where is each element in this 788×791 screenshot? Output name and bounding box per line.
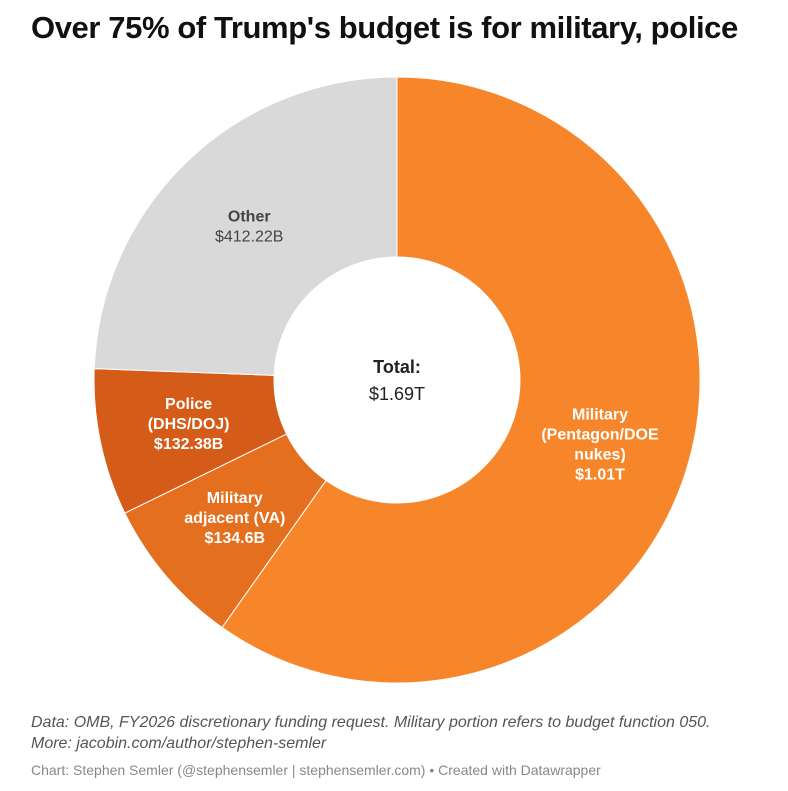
slice-value-label: $132.38B <box>154 436 223 453</box>
center-value: $1.69T <box>369 384 425 404</box>
slice-label-0: Military (Pentagon/DOE nukes) $1.01T <box>541 406 659 483</box>
labels-group: Military (Pentagon/DOE nukes) $1.01TMilitar… <box>148 209 659 547</box>
slice-label-1: Military adjacent (VA) $134.6B <box>184 490 285 547</box>
slice-0 <box>221 76 701 684</box>
slice-category-label: adjacent (VA) <box>184 510 285 527</box>
source-notes: Data: OMB, FY2026 discretionary funding … <box>31 712 710 754</box>
slice-value-label: $412.22B <box>215 229 284 246</box>
slice-value-label: $134.6B <box>205 530 266 547</box>
more-link-line[interactable]: More: jacobin.com/author/stephen-semler <box>31 735 327 752</box>
slice-category-label: (Pentagon/DOE <box>541 426 659 443</box>
slice-category-label: Military <box>207 490 263 507</box>
slices-group <box>93 76 701 684</box>
slice-category-label: (DHS/DOJ) <box>148 416 230 433</box>
center-label-group: Total: $1.69T <box>369 357 425 404</box>
chart-credit: Chart: Stephen Semler (@stephensemler | … <box>31 762 601 778</box>
slice-label-2: Police (DHS/DOJ) $132.38B <box>148 396 230 453</box>
center-label: Total: <box>373 357 421 377</box>
slice-category-label: Other <box>228 209 271 226</box>
slice-category-label: nukes) <box>574 446 626 463</box>
slice-3 <box>93 76 398 376</box>
slice-category-label: Police <box>165 396 212 413</box>
donut-chart: Military (Pentagon/DOE nukes) $1.01TMilitar… <box>93 76 701 684</box>
slice-value-label: $1.01T <box>575 466 625 483</box>
slice-label-3: Other $412.22B <box>215 209 284 246</box>
slice-category-label: Military <box>572 406 628 423</box>
chart-title: Over 75% of Trump's budget is for milita… <box>31 10 738 45</box>
source-note-line: Data: OMB, FY2026 discretionary funding … <box>31 714 711 731</box>
